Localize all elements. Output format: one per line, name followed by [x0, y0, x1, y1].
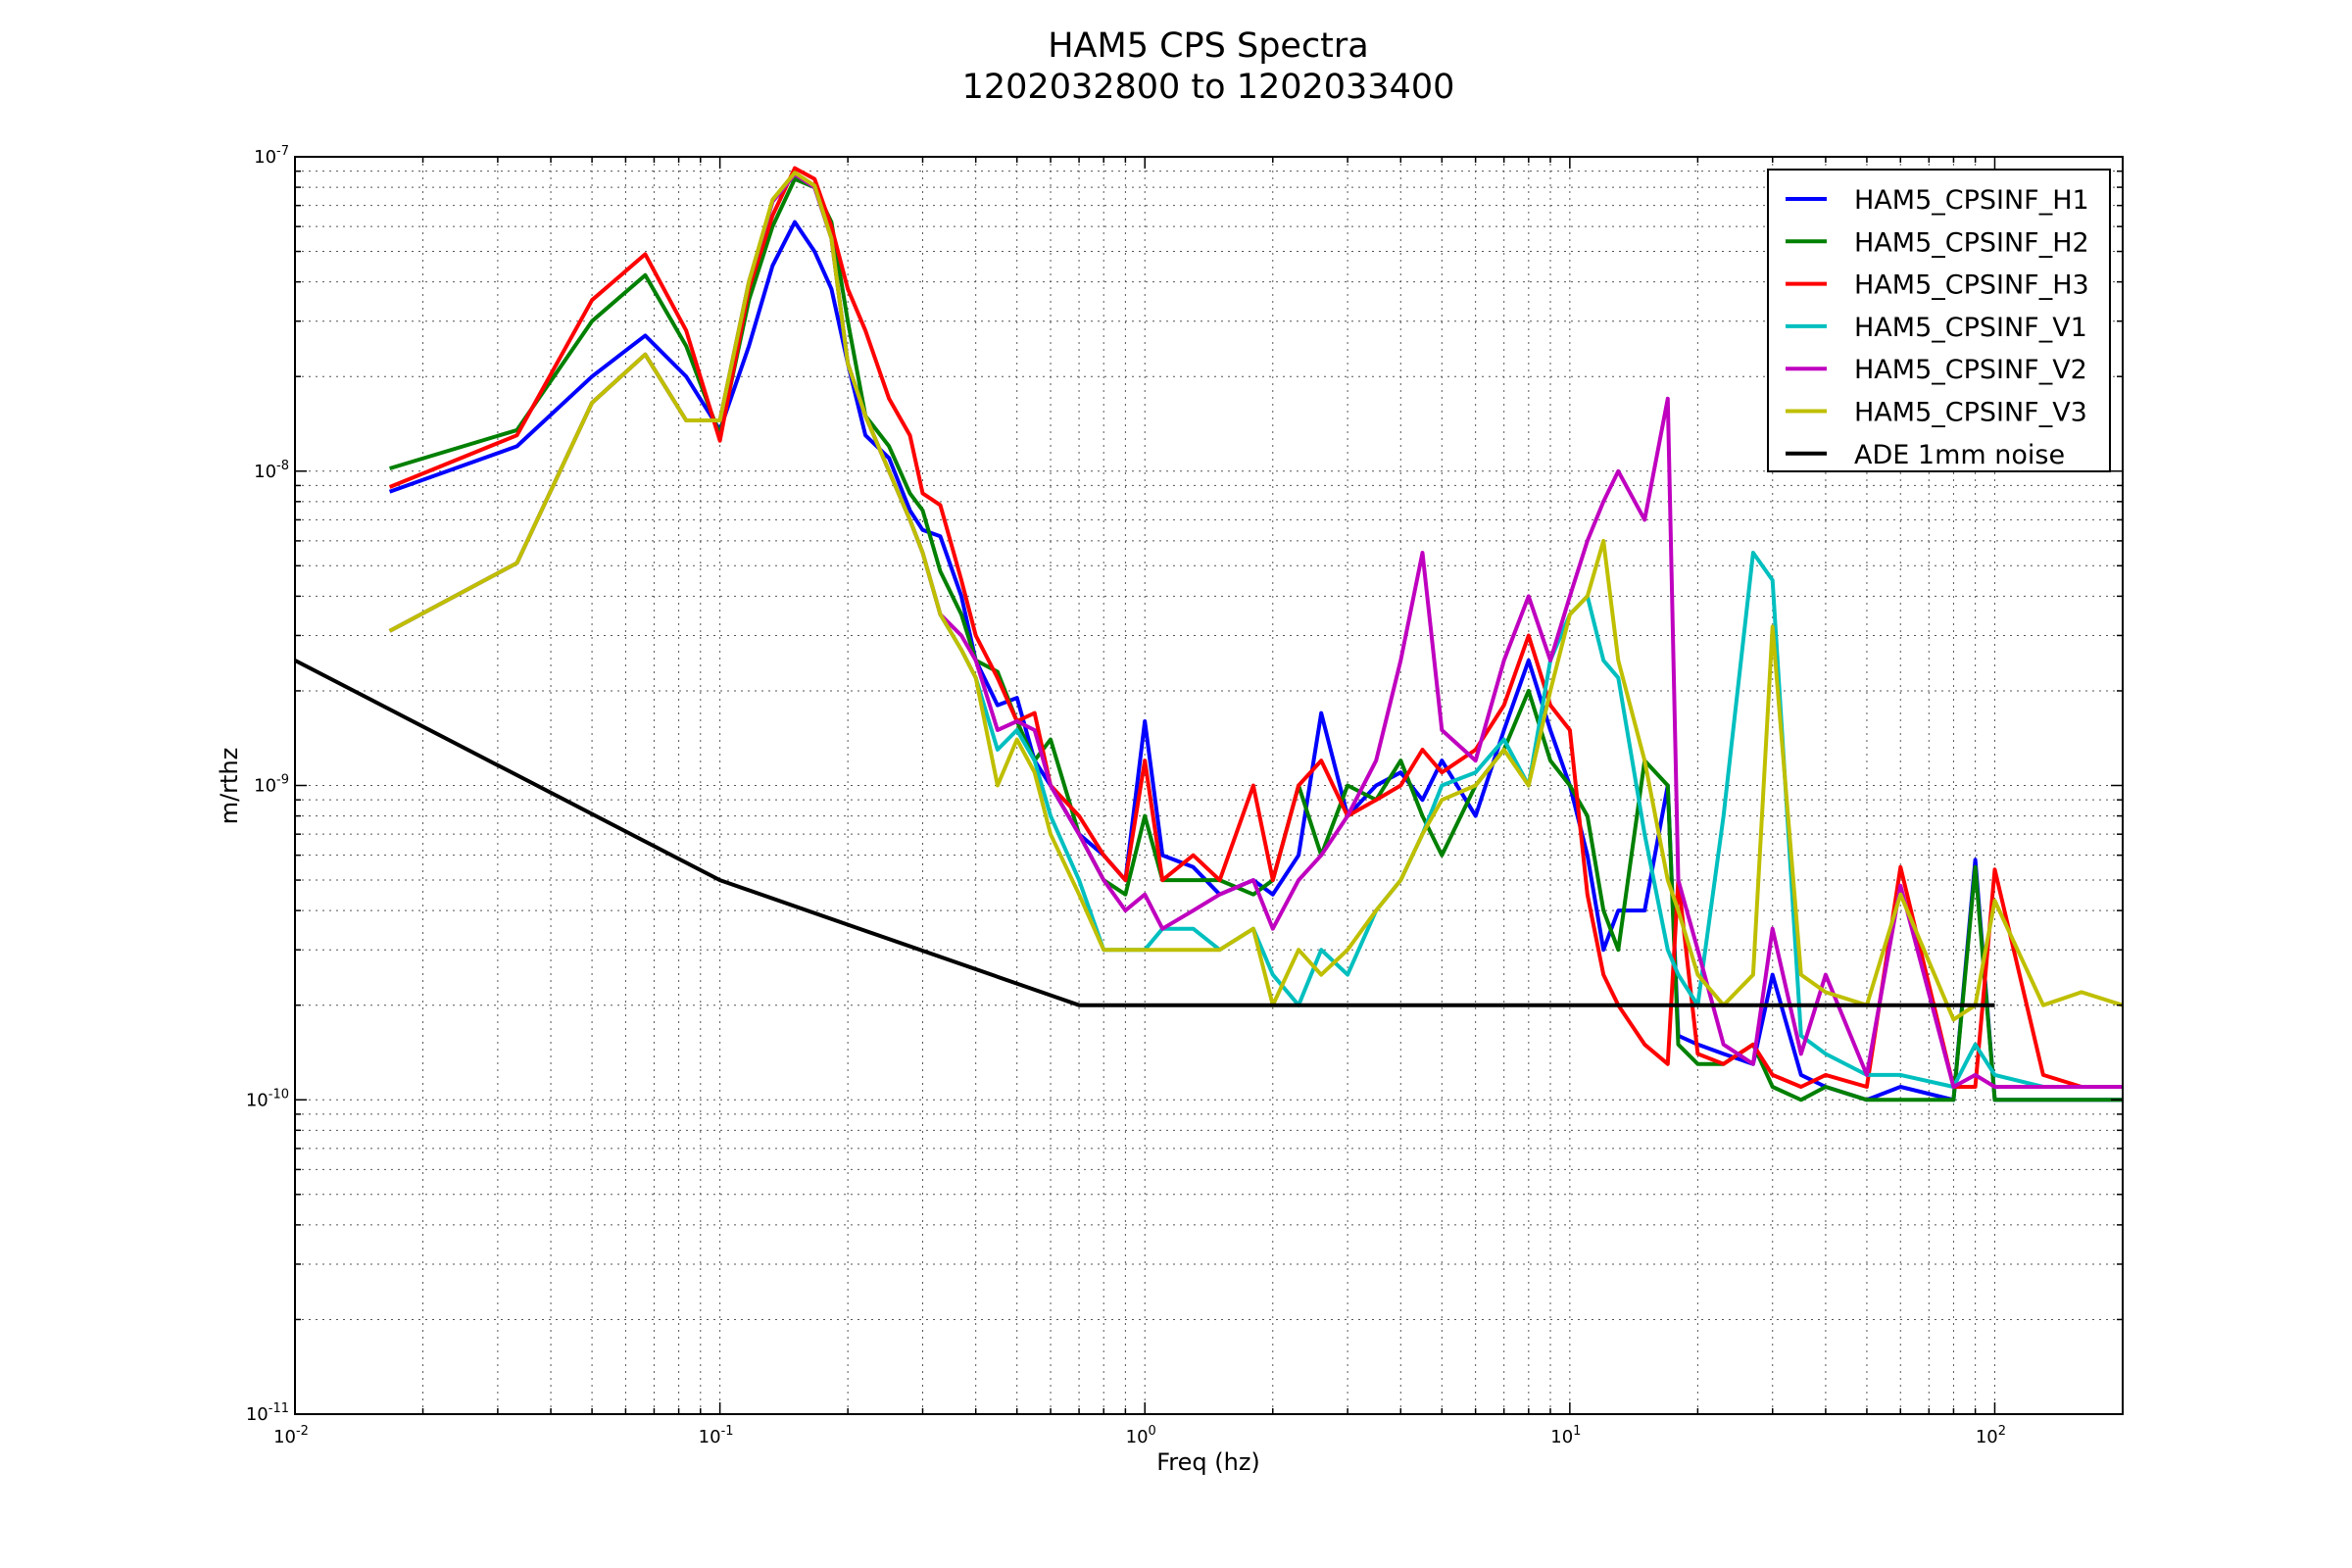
x-tick-exp: 1	[1573, 1424, 1581, 1439]
series-line-ade-1mm-noise	[295, 659, 1995, 1007]
legend-label: HAM5_CPSINF_V1	[1854, 313, 2087, 343]
x-tick-exp: -2	[296, 1424, 309, 1439]
y-tick-base: 10	[246, 1404, 269, 1425]
y-tick-label: 10-10	[246, 1087, 289, 1110]
y-tick-label: 10-11	[246, 1401, 289, 1425]
x-tick-exp: -1	[721, 1424, 734, 1439]
legend-label: HAM5_CPSINF_H3	[1854, 270, 2089, 301]
legend-label: ADE 1mm noise	[1854, 440, 2065, 470]
legend: HAM5_CPSINF_H1 HAM5_CPSINF_H2 HAM5_CPSINF_…	[1767, 169, 2111, 472]
x-tick-base: 10	[699, 1427, 721, 1447]
y-tick-label: 10-7	[254, 144, 289, 168]
legend-box	[1767, 169, 2111, 472]
x-tick-base: 10	[1126, 1427, 1149, 1447]
x-tick-base: 10	[273, 1427, 296, 1447]
legend-label: HAM5_CPSINF_V3	[1854, 398, 2087, 428]
y-axis-label: m/rthz	[216, 748, 243, 825]
x-tick-label: 10-1	[699, 1424, 734, 1447]
series-lines	[295, 166, 2123, 1102]
legend-label: HAM5_CPSINF_H2	[1854, 227, 2089, 258]
series-line-ham5-cpsinf-v3	[388, 171, 2123, 1022]
series-line-ham5-cpsinf-h3	[388, 166, 2123, 1089]
x-tick-exp: 2	[1998, 1424, 2006, 1439]
y-tick-exp: -9	[276, 773, 289, 788]
x-tick-base: 10	[1976, 1427, 1998, 1447]
x-tick-exp: 0	[1149, 1424, 1156, 1439]
y-tick-exp: -8	[276, 459, 289, 473]
y-tick-exp: -10	[269, 1087, 289, 1102]
y-tick-base: 10	[254, 776, 276, 797]
chart-subtitle: 1202032800 to 1202033400	[962, 68, 1455, 107]
x-tick-label: 102	[1976, 1424, 2006, 1447]
legend-label: HAM5_CPSINF_H1	[1854, 185, 2089, 216]
y-tick-exp: -7	[276, 144, 289, 159]
y-tick-base: 10	[246, 1090, 269, 1110]
legend-label: HAM5_CPSINF_V2	[1854, 355, 2087, 385]
x-tick-label: 101	[1550, 1424, 1581, 1447]
y-tick-label: 10-9	[254, 773, 289, 797]
series-line-ham5-cpsinf-h1	[388, 220, 2123, 1102]
x-tick-label: 10-2	[273, 1424, 309, 1447]
y-tick-label: 10-8	[254, 459, 289, 482]
y-tick-exp: -11	[269, 1401, 289, 1416]
x-axis-label: Freq (hz)	[1156, 1448, 1260, 1476]
y-tick-base: 10	[254, 462, 276, 482]
x-tick-base: 10	[1550, 1427, 1573, 1447]
chart-title: HAM5 CPS Spectra	[1048, 26, 1369, 66]
y-tick-base: 10	[254, 147, 276, 168]
x-tick-label: 100	[1126, 1424, 1156, 1447]
